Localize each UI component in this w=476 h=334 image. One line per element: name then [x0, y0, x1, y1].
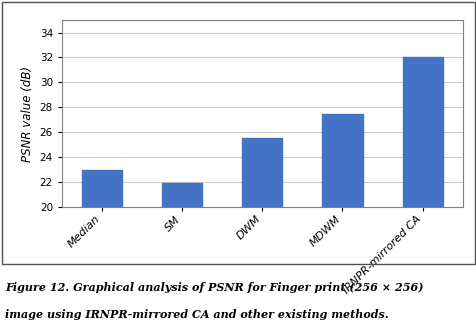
Bar [322, 114, 362, 334]
Bar [402, 57, 442, 334]
Bar [82, 170, 122, 334]
Y-axis label: PSNR value (dB): PSNR value (dB) [21, 65, 34, 162]
Text: Figure 12. Graphical analysis of PSNR for Finger print (256 × 256): Figure 12. Graphical analysis of PSNR fo… [5, 282, 422, 293]
Bar [162, 183, 202, 334]
Text: image using IRNPR-mirrored CA and other existing methods.: image using IRNPR-mirrored CA and other … [5, 309, 387, 320]
Bar [242, 139, 282, 334]
